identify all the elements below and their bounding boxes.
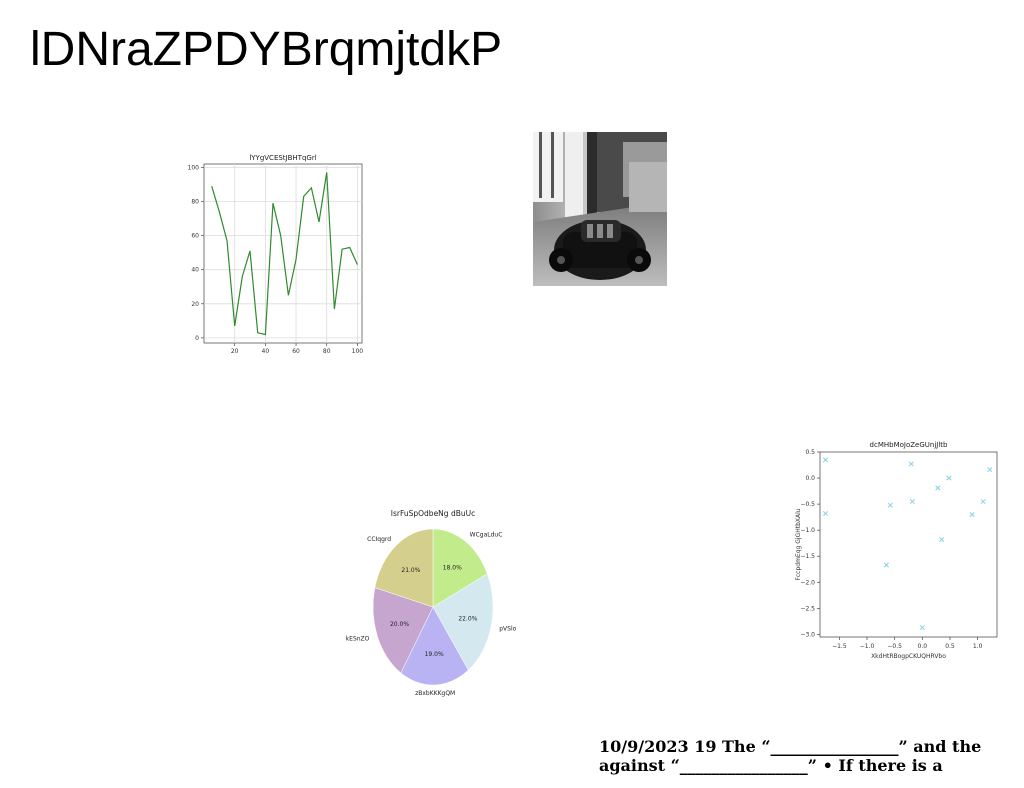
pie-chart-pct-label: 21.0% xyxy=(401,567,420,574)
scatter-chart-x-tick-label: −1.0 xyxy=(860,643,875,650)
line-chart-x-tick-label: 80 xyxy=(323,348,331,355)
pie-chart-title: IsrFuSpOdbeNg dBuUc xyxy=(391,509,475,518)
pie-chart-pct-label: 22.0% xyxy=(458,616,477,623)
scatter-chart-point xyxy=(908,461,914,467)
scatter-chart-point xyxy=(935,485,941,491)
line-chart-y-tick-label: 0 xyxy=(195,335,199,342)
scatter-chart-title: dcMHbMoJoZeGUnjJltb xyxy=(870,441,948,449)
pie-chart-slice xyxy=(400,606,469,686)
line-chart: lYYgVCEStJBHTqGrl 20 40 60 80 100 0 20 40 60 80 100 xyxy=(188,154,364,355)
line-chart-y-tick-label: 60 xyxy=(191,233,199,240)
pie-chart-slice-label: zBxbKKKgQM xyxy=(415,690,455,697)
scatter-chart-point xyxy=(919,625,925,631)
scatter-chart-x-axis-label: XkdHtRBogpCKUQHRVbo xyxy=(871,653,946,660)
line-chart-x-tick-label: 40 xyxy=(262,348,270,355)
scatter-chart-y-tick-label: −2.0 xyxy=(800,579,815,586)
pie-chart-pct-label: 20.0% xyxy=(390,621,409,628)
scatter-chart-point xyxy=(883,562,889,568)
pie-chart-slice-label: CCIqgrd xyxy=(367,536,391,543)
car-toy-photo-icon xyxy=(533,132,667,286)
scatter-chart-point xyxy=(980,498,986,505)
document-text-line-2: against “________________” • If there is… xyxy=(599,756,943,775)
scatter-chart-y-tick-label: −1.5 xyxy=(800,553,815,560)
scatter-chart-y-tick-label: −2.5 xyxy=(800,605,815,612)
pie-chart-slice xyxy=(372,587,434,674)
page-title: lDNraZPDYBrqmjtdkP xyxy=(30,23,503,76)
scatter-chart-point xyxy=(887,502,893,508)
scatter-chart-point xyxy=(939,536,945,543)
scatter-chart-y-tick-label: −3.0 xyxy=(800,631,815,638)
scatter-chart-point xyxy=(946,475,952,481)
scatter-chart-x-tick-label: −1.5 xyxy=(832,643,847,650)
scatter-chart-y-axis-label: FccpdmEqg GjGHtbXAlu xyxy=(795,508,802,580)
line-chart-x-tick-label: 100 xyxy=(352,348,364,355)
scatter-chart-x-tick-label: 1.0 xyxy=(973,643,983,650)
pie-chart-slice xyxy=(374,528,434,608)
line-chart-y-tick-label: 80 xyxy=(191,199,199,206)
scatter-chart-point xyxy=(969,511,975,518)
scatter-chart-plot-area xyxy=(819,451,998,638)
scatter-chart-y-tick-label: 0.5 xyxy=(805,449,815,456)
toy-car-photo xyxy=(533,132,667,286)
pie-chart-pct-label: 18.0% xyxy=(443,564,462,571)
document-text-excerpt: 10/9/2023 19 The “________________” and … xyxy=(599,737,1024,775)
pie-chart-slice xyxy=(432,528,488,608)
line-chart-title: lYYgVCEStJBHTqGrl xyxy=(249,154,316,162)
scatter-chart-y-tick-label: −1.0 xyxy=(800,527,815,534)
scatter-chart-y-tick-label: 0.0 xyxy=(805,475,815,482)
scatter-chart-x-tick-label: 0.0 xyxy=(918,643,928,650)
document-text-line-1: 10/9/2023 19 The “________________” and … xyxy=(599,737,982,756)
pie-chart-slice-label: kESnZO xyxy=(346,636,370,643)
scatter-chart-point xyxy=(909,498,915,505)
pie-chart-slice-label: WCgaLduC xyxy=(470,532,503,539)
line-chart-x-tick-label: 20 xyxy=(231,348,239,355)
scatter-chart: dcMHbMoJoZeGUnjJltb −1.5 −1.0 −0.5 0.0 0.5 1.0… xyxy=(795,441,998,660)
pie-chart-slice xyxy=(432,573,494,671)
scatter-chart-y-tick-label: −0.5 xyxy=(800,501,815,508)
pie-chart-slice-label: pVSlo xyxy=(499,625,516,632)
pie-chart: IsrFuSpOdbeNg dBuUc 18.0% WCgaLduC 22.0% pVS… xyxy=(346,509,517,697)
line-chart-series-line xyxy=(211,172,358,336)
line-chart-y-tick-label: 100 xyxy=(188,164,200,171)
scatter-chart-point xyxy=(822,457,829,463)
scatter-chart-x-tick-label: 0.5 xyxy=(945,643,955,650)
scatter-chart-point xyxy=(822,510,829,517)
line-chart-x-tick-label: 60 xyxy=(292,348,300,355)
scatter-chart-x-tick-label: −0.5 xyxy=(887,643,902,650)
scatter-chart-point xyxy=(987,467,993,473)
line-chart-y-tick-label: 40 xyxy=(191,267,199,274)
pie-chart-pct-label: 19.0% xyxy=(425,651,444,658)
line-chart-y-tick-label: 20 xyxy=(191,301,199,308)
